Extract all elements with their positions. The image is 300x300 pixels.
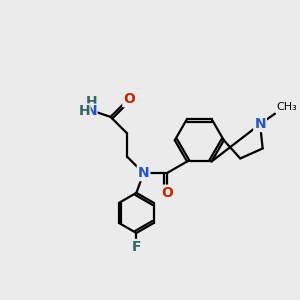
Text: O: O xyxy=(161,186,173,200)
Text: N: N xyxy=(138,166,149,180)
Text: H: H xyxy=(78,104,90,118)
Text: H: H xyxy=(85,95,97,110)
Text: CH₃: CH₃ xyxy=(276,102,297,112)
Text: F: F xyxy=(132,240,141,254)
Text: N: N xyxy=(254,117,266,131)
Text: O: O xyxy=(123,92,135,106)
Text: N: N xyxy=(85,104,97,118)
